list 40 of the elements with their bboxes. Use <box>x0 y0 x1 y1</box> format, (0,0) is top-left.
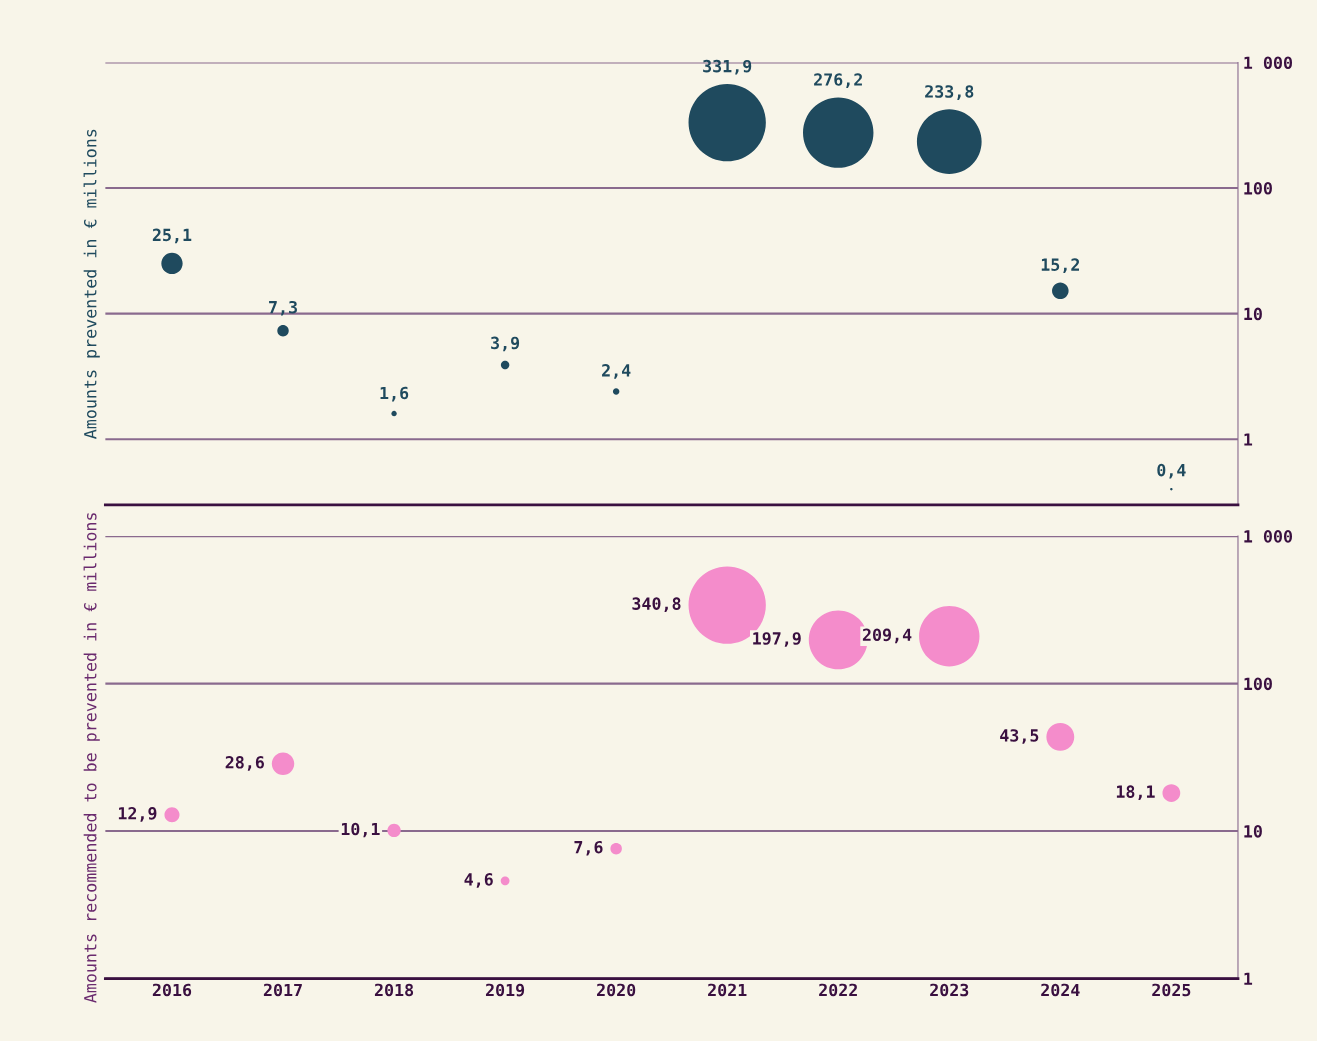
x-tick-label: 2017 <box>263 983 302 997</box>
x-tick-label: 2020 <box>597 983 636 997</box>
y-tick-label: 1 <box>1244 433 1253 446</box>
x-tick-label: 2022 <box>819 983 857 997</box>
data-label: 0,4 <box>1157 463 1186 479</box>
x-tick-label: 2021 <box>708 983 747 997</box>
x-tick-label: 2016 <box>152 983 192 997</box>
y-axis-title: Amounts prevented in € millions <box>83 129 100 439</box>
data-label: 10,1 <box>341 822 380 838</box>
y-tick-label: 100 <box>1244 677 1272 691</box>
y-axis-title: Amounts recommended to be prevented in € millions <box>83 513 100 1003</box>
y-tick-label: 100 <box>1244 182 1272 195</box>
y-tick-label: 10 <box>1244 825 1262 838</box>
y-tick-label: 1 <box>1244 972 1253 985</box>
data-label: 3,9 <box>491 336 520 352</box>
x-tick-label: 2023 <box>930 983 969 997</box>
x-tick-label: 2025 <box>1152 983 1191 997</box>
y-tick-label: 10 <box>1244 307 1262 321</box>
data-label: 4,6 <box>464 873 493 888</box>
data-label: 43,5 <box>1000 729 1039 744</box>
data-label: 276,2 <box>814 73 862 88</box>
data-label: 7,6 <box>574 840 603 856</box>
data-label: 233,8 <box>925 85 974 100</box>
x-tick-label: 2024 <box>1041 983 1080 997</box>
y-tick-label: 1 000 <box>1244 530 1293 543</box>
data-label: 15,2 <box>1041 258 1079 274</box>
data-label: 1,6 <box>380 386 409 402</box>
data-label: 331,9 <box>703 59 752 75</box>
data-label: 209,4 <box>862 628 912 644</box>
x-tick-label: 2018 <box>374 983 414 997</box>
y-tick-label: 1 000 <box>1244 56 1293 70</box>
data-label: 25,1 <box>152 228 192 244</box>
x-tick-label: 2019 <box>485 983 525 997</box>
data-label: 2,4 <box>602 364 631 379</box>
data-label: 7,3 <box>269 300 297 316</box>
data-label: 18,1 <box>1116 785 1155 800</box>
data-label: 28,6 <box>225 755 264 771</box>
data-label: 340,8 <box>632 597 681 612</box>
data-label: 12,9 <box>118 806 157 822</box>
data-label: 197,9 <box>753 632 801 647</box>
